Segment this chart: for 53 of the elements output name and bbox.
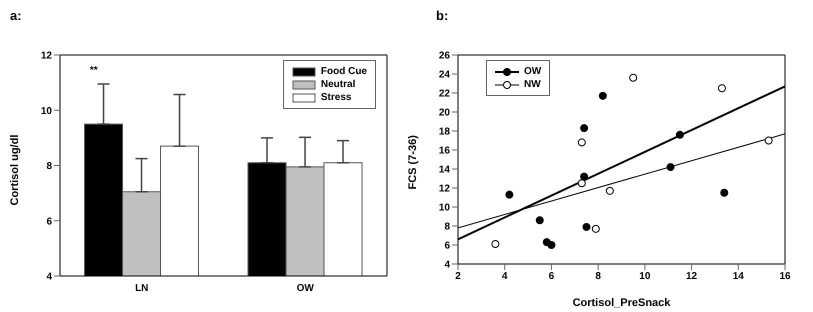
point [720,188,728,197]
point [592,224,600,233]
point [505,190,514,199]
y-tick-label: 26 [438,50,450,62]
y-tick-label: 22 [438,88,450,100]
point [578,138,586,146]
point [598,92,607,100]
y-axis-title: Cortisol ug/dl [8,134,21,206]
x-tick-label: LN [135,283,148,294]
y-tick-label: 24 [438,70,450,81]
chart-title: a: [9,8,23,24]
y-tick-label: 16 [438,146,450,157]
x-tick-label: 16 [779,271,791,282]
y-tick-label: 18 [438,126,450,138]
x-tick-label: 4 [502,271,508,282]
annotation: ** [90,65,98,76]
x-tick-label: 14 [732,271,744,282]
y-tick-label: 8 [444,222,450,233]
y-tick-label: 10 [40,106,52,117]
point [582,222,590,231]
point [764,136,773,144]
point [547,241,556,249]
chart-title: b: [435,8,450,24]
x-tick-label: 6 [548,271,555,282]
y-tick-label: 4 [444,260,450,271]
y-tick-label: 10 [438,202,450,214]
legend-label: NW [524,79,541,90]
legend-label: Food Cue [320,66,367,77]
point [580,124,588,132]
y-tick-label: 12 [40,50,52,62]
point [536,216,544,224]
y-tick-label: 20 [438,108,450,119]
point [578,179,586,188]
x-tick-label: 12 [686,271,698,282]
y-tick-label: 6 [444,240,450,252]
y-axis-title: FCS (7-36) [406,134,419,190]
y-tick-label: 12 [438,184,450,195]
x-axis-title: Cortisol_PreSnack [572,297,672,309]
y-tick-label: 8 [46,161,52,172]
point [676,130,684,139]
x-tick-label: 10 [639,271,651,282]
y-tick-label: 6 [46,216,52,228]
point [606,186,614,195]
legend-label: OW [524,66,542,77]
point [718,84,726,92]
point [491,240,500,248]
legend-label: Neutral [320,79,356,90]
x-tick-label: 8 [595,271,602,282]
y-tick-label: 14 [438,164,450,176]
point [629,74,638,82]
legend-label: Stress [320,92,352,103]
x-tick-label: 2 [455,271,462,282]
point [666,163,675,172]
